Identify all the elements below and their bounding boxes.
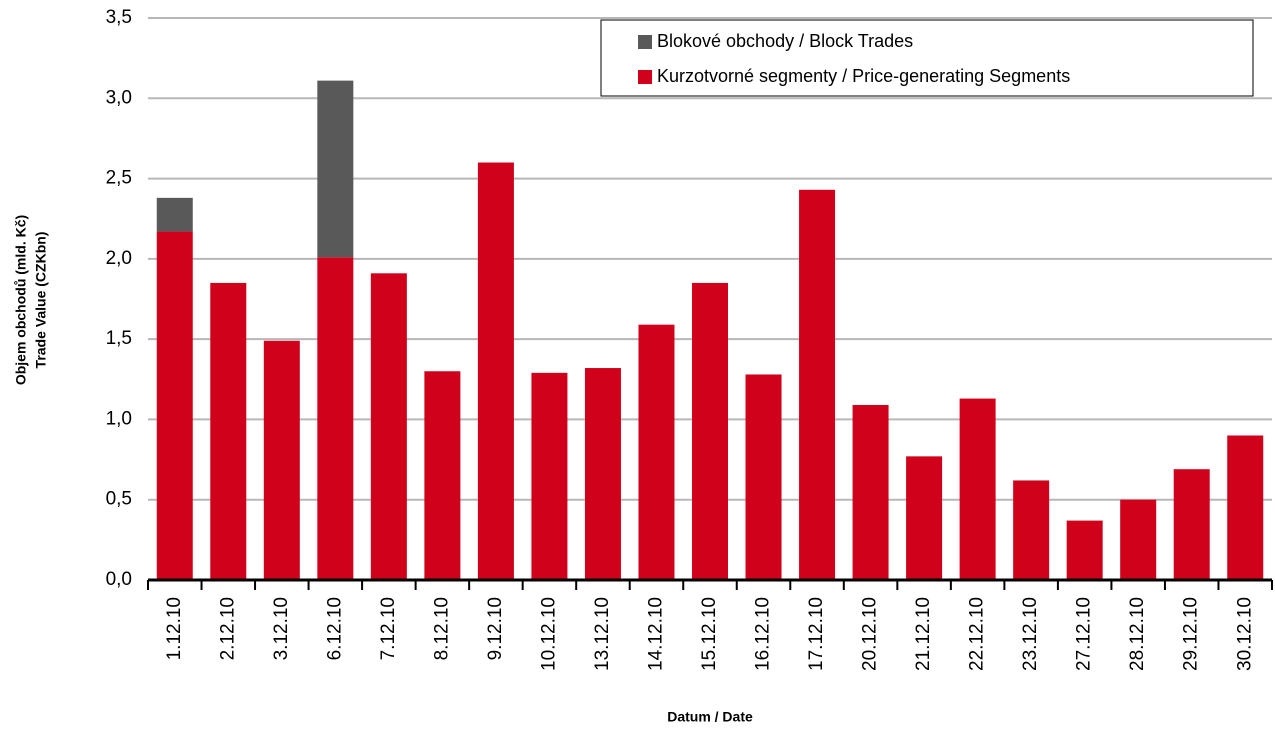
x-tick-label: 22.12.10 <box>967 597 988 671</box>
y-tick-label: 1,0 <box>106 408 132 429</box>
x-tick-label: 7.12.10 <box>378 597 399 660</box>
x-tick-label: 27.12.10 <box>1074 597 1095 671</box>
bar-segment <box>799 189 836 580</box>
y-tick-label: 0,5 <box>106 489 132 510</box>
bar-segment <box>424 371 461 580</box>
x-tick-label: 2.12.10 <box>217 597 238 660</box>
bar-segment <box>210 282 247 580</box>
bar-segment <box>317 80 354 258</box>
y-tick-label: 3,5 <box>106 7 132 28</box>
bar-segment <box>1120 499 1157 580</box>
x-tick-label: 30.12.10 <box>1234 597 1255 671</box>
bar-segment <box>1227 435 1264 580</box>
x-tick-label: 20.12.10 <box>860 597 881 671</box>
bar-segment <box>1066 520 1103 580</box>
x-axis-title: Datum / Date <box>667 709 753 725</box>
bar-segment <box>906 456 943 580</box>
y-tick-label: 0,0 <box>106 569 132 590</box>
bar-segment <box>370 273 407 580</box>
x-tick-label: 29.12.10 <box>1181 597 1202 671</box>
x-tick-label: 17.12.10 <box>806 597 827 671</box>
legend-box <box>600 19 1254 97</box>
x-tick-label: 6.12.10 <box>324 597 345 660</box>
x-tick-label: 10.12.10 <box>538 597 559 671</box>
bar-segment <box>692 282 728 580</box>
legend-label: Blokové obchody / Block Trades <box>657 31 913 51</box>
y-axis-title: Objem obchodů (mld. Kč) <box>13 215 29 385</box>
y-tick-label: 1,5 <box>106 328 132 349</box>
bar-segment <box>745 374 782 580</box>
bar-segment <box>1013 480 1050 580</box>
y-tick-label: 2,5 <box>106 168 132 189</box>
x-tick-label: 3.12.10 <box>271 597 292 660</box>
x-tick-label: 14.12.10 <box>645 597 666 671</box>
bar-segment <box>1173 469 1210 580</box>
x-tick-label: 15.12.10 <box>699 597 720 671</box>
y-tick-label: 3,0 <box>106 87 132 108</box>
y-axis-title: Trade Value (CZKbn) <box>33 232 49 369</box>
legend-swatch <box>638 70 652 84</box>
x-tick-label: 1.12.10 <box>164 597 185 660</box>
bar-segment <box>852 404 889 580</box>
bar-segment <box>156 231 193 580</box>
x-tick-label: 23.12.10 <box>1020 597 1041 671</box>
legend-label: Kurzotvorné segmenty / Price-generating … <box>657 66 1070 86</box>
bar-segment <box>584 368 621 580</box>
bar-segment <box>638 324 675 580</box>
bar-segment <box>959 398 996 580</box>
bar-segment <box>317 257 354 580</box>
x-tick-label: 9.12.10 <box>485 597 506 660</box>
y-tick-label: 2,0 <box>106 248 132 269</box>
x-tick-label: 16.12.10 <box>753 597 774 671</box>
x-tick-label: 13.12.10 <box>592 597 613 671</box>
x-tick-label: 8.12.10 <box>431 597 452 660</box>
bar-segment <box>156 197 193 232</box>
bar-segment <box>531 372 568 580</box>
bar-segment <box>477 162 514 580</box>
x-tick-label: 21.12.10 <box>913 597 934 671</box>
legend-swatch <box>638 35 652 49</box>
bar-segment <box>263 340 300 580</box>
x-tick-label: 28.12.10 <box>1127 597 1148 671</box>
